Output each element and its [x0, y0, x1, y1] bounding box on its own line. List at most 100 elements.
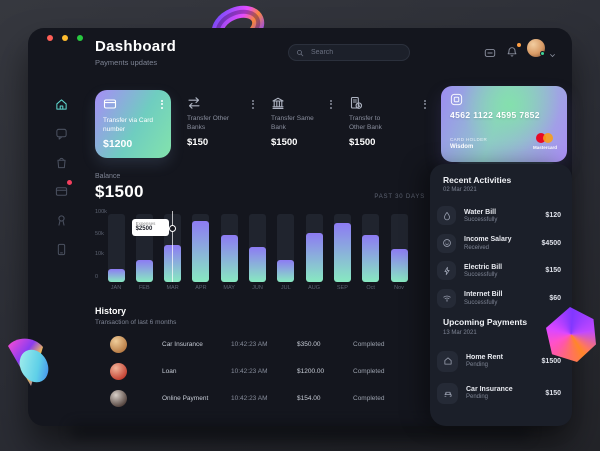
recent-activities-date: 02 Mar 2021: [443, 187, 477, 193]
chart-bar-feb[interactable]: [135, 259, 153, 282]
transfer-options-row: Transfer via Card number $1200 Transfer Ot…: [95, 90, 427, 160]
payment-item[interactable]: Car Insurance Pending $150: [437, 377, 561, 409]
chart-bar-oct[interactable]: [362, 235, 380, 282]
balance-period: PAST 30 DAYS: [374, 194, 425, 200]
notifications-bell-icon[interactable]: [506, 45, 518, 57]
bar-track: [220, 214, 238, 282]
chart-bar-jul[interactable]: [277, 259, 295, 282]
home-icon: [55, 98, 68, 111]
payment-item[interactable]: Water Bill Successfully $120: [437, 202, 561, 230]
mastercard-logo-icon: [536, 133, 553, 143]
phone-icon: [55, 243, 68, 256]
messages-icon[interactable]: [484, 46, 496, 58]
payment-item[interactable]: Home Rent Pending $1500: [437, 345, 561, 377]
payment-item[interactable]: Electric Bill Successfully $150: [437, 257, 561, 285]
sidebar-item-rewards[interactable]: [48, 206, 74, 235]
bar-track: [277, 214, 295, 282]
wifi-icon: [437, 288, 456, 308]
more-options-icon[interactable]: [251, 97, 255, 111]
close-window-button[interactable]: [47, 35, 53, 41]
transaction-time: 10:42:23 AM: [231, 395, 268, 402]
more-options-icon[interactable]: [160, 97, 164, 111]
y-axis-tick: 0: [95, 274, 99, 280]
balance-value: $1500: [95, 182, 144, 201]
x-axis-label: Nov: [394, 285, 404, 291]
avatar: [110, 363, 127, 380]
search-input[interactable]: [309, 48, 403, 57]
transfer-option-3[interactable]: Transfer Same Bank $1500: [255, 90, 333, 158]
sidebar-item-cards[interactable]: [48, 177, 74, 206]
minimize-window-button[interactable]: [62, 35, 68, 41]
transfer-option-4[interactable]: Transfer to Other Bank $1500: [333, 90, 427, 158]
sidebar-item-orders[interactable]: [48, 148, 74, 177]
history-subtitle: Transaction of last 6 months: [95, 319, 177, 326]
more-options-icon[interactable]: [423, 97, 427, 111]
transfer-amount: $1500: [349, 137, 376, 148]
transaction-status: Completed: [353, 395, 385, 402]
sidebar-item-messages[interactable]: [48, 119, 74, 148]
transfer-option-1[interactable]: Transfer via Card number $1200: [95, 90, 171, 158]
x-axis-label: APR: [195, 285, 207, 291]
chart-bar-aug[interactable]: [305, 233, 323, 282]
payment-amount: $4500: [541, 239, 561, 247]
chevron-down-icon[interactable]: [549, 46, 556, 58]
chart-bar-jun[interactable]: [249, 247, 266, 282]
history-row[interactable]: Loan 10:42:23 AM $1200.00 Completed: [95, 358, 427, 385]
search-bar[interactable]: [288, 44, 410, 61]
x-axis-label: FEB: [138, 285, 150, 291]
bag-icon: [55, 156, 68, 169]
payment-amount: $120: [545, 212, 561, 220]
x-axis-label: JUN: [252, 285, 263, 291]
payment-item[interactable]: Internet Bill Successfully $60: [437, 285, 561, 313]
avatar: [110, 390, 127, 407]
payment-status: Received: [464, 244, 490, 251]
transaction-name: Online Payment: [162, 395, 209, 402]
more-options-icon[interactable]: [329, 97, 333, 111]
chart-bar-jan[interactable]: [107, 269, 125, 282]
x-axis-label: MAY: [223, 285, 235, 291]
credit-card[interactable]: 4562 1122 4595 7852 Card Holder Wisdom M…: [441, 86, 567, 162]
bar-track: [390, 214, 408, 282]
smile-icon: [437, 233, 456, 253]
transfer-amount: $1500: [271, 137, 298, 148]
card-icon: [103, 97, 117, 111]
transaction-name: Loan: [162, 368, 177, 375]
droplet-icon: [437, 206, 456, 226]
chart-bar-may[interactable]: [220, 235, 238, 282]
y-axis-tick: 50k: [95, 231, 104, 237]
payment-item[interactable]: Income Salary Received $4500: [437, 230, 561, 258]
payment-name: Water Bill: [464, 208, 497, 216]
chat-icon: [55, 127, 68, 140]
carfront-icon: [437, 382, 458, 404]
payment-amount: $150: [545, 389, 561, 397]
payment-status: Pending: [466, 394, 489, 401]
history-row[interactable]: Car Insurance 10:42:23 AM $350.00 Completed: [95, 331, 427, 358]
balance-bar-chart: 100k 50k 10k 0 JAN FEB MAR APR MAY JUN JUL AUG SEP Oc…: [95, 208, 427, 296]
sidebar-item-home[interactable]: [48, 90, 74, 119]
history-row[interactable]: Online Payment 10:42:23 AM $154.00 Complete…: [95, 385, 427, 412]
chart-tooltip: Expenses $2500: [131, 219, 169, 236]
upcoming-payments-date: 13 Mar 2021: [443, 330, 477, 336]
card-chip-icon: [450, 93, 463, 106]
bank-icon: [271, 96, 285, 110]
x-axis-label: Oct: [366, 285, 375, 291]
chart-bar-apr[interactable]: [192, 220, 210, 282]
bar-track: [362, 214, 380, 282]
payment-name: Car Insurance: [466, 385, 513, 393]
arrows-icon: [187, 96, 201, 110]
sidebar-item-reports[interactable]: [48, 235, 74, 264]
chart-bar-sep[interactable]: [333, 222, 351, 282]
payment-name: Income Salary: [464, 236, 512, 243]
transfer-option-2[interactable]: Transfer Other Banks $150: [171, 90, 255, 158]
transfer-label: Transfer Other Banks: [187, 115, 230, 131]
transaction-amount: $350.00: [297, 341, 321, 348]
payment-item-text: Income Salary Received: [464, 236, 542, 251]
payment-name: Electric Bill: [464, 263, 503, 271]
chart-bar-nov[interactable]: [390, 248, 408, 282]
tooltip-value: $2500: [135, 226, 153, 232]
search-icon: [296, 49, 304, 56]
x-axis-label: JAN: [110, 285, 122, 291]
zoom-window-button[interactable]: [77, 35, 83, 41]
payment-name: Home Rent: [466, 353, 503, 361]
